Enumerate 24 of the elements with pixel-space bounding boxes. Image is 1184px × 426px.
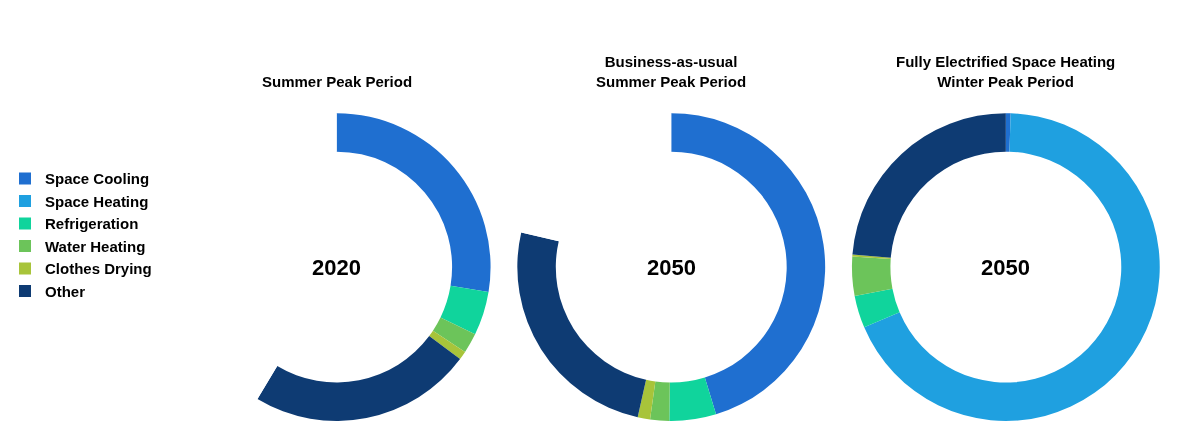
chart-title: Fully Electrified Space Heating bbox=[896, 53, 1116, 70]
donut-slice bbox=[852, 113, 1006, 258]
legend-label: Clothes Drying bbox=[45, 260, 152, 278]
chart-subtitle: Winter Peak Period bbox=[937, 72, 1074, 90]
legend-label: Other bbox=[45, 282, 86, 300]
text: 2050 bbox=[647, 255, 696, 280]
donut-slice bbox=[851, 256, 893, 296]
donut-slice bbox=[854, 288, 900, 328]
legend-label: Space Heating bbox=[45, 192, 149, 210]
chart-title: Summer Peak Period bbox=[262, 73, 413, 90]
donut-slice bbox=[650, 381, 670, 421]
chart-subtitle: Summer Peak Period bbox=[596, 72, 747, 90]
legend-label: Space Cooling bbox=[45, 170, 150, 188]
donut-slice bbox=[864, 113, 1160, 421]
text: 2020 bbox=[312, 255, 361, 280]
chart-title: Business-as-usual bbox=[604, 53, 738, 70]
donut-slice bbox=[669, 377, 717, 421]
legend-label: Water Heating bbox=[45, 237, 146, 255]
donut-slice bbox=[637, 379, 656, 420]
legend-label: Refrigeration bbox=[45, 215, 139, 233]
donut-slice bbox=[1005, 113, 1011, 152]
donut-slice bbox=[517, 232, 647, 418]
text: 2050 bbox=[981, 255, 1030, 280]
donut-slice bbox=[852, 254, 891, 260]
